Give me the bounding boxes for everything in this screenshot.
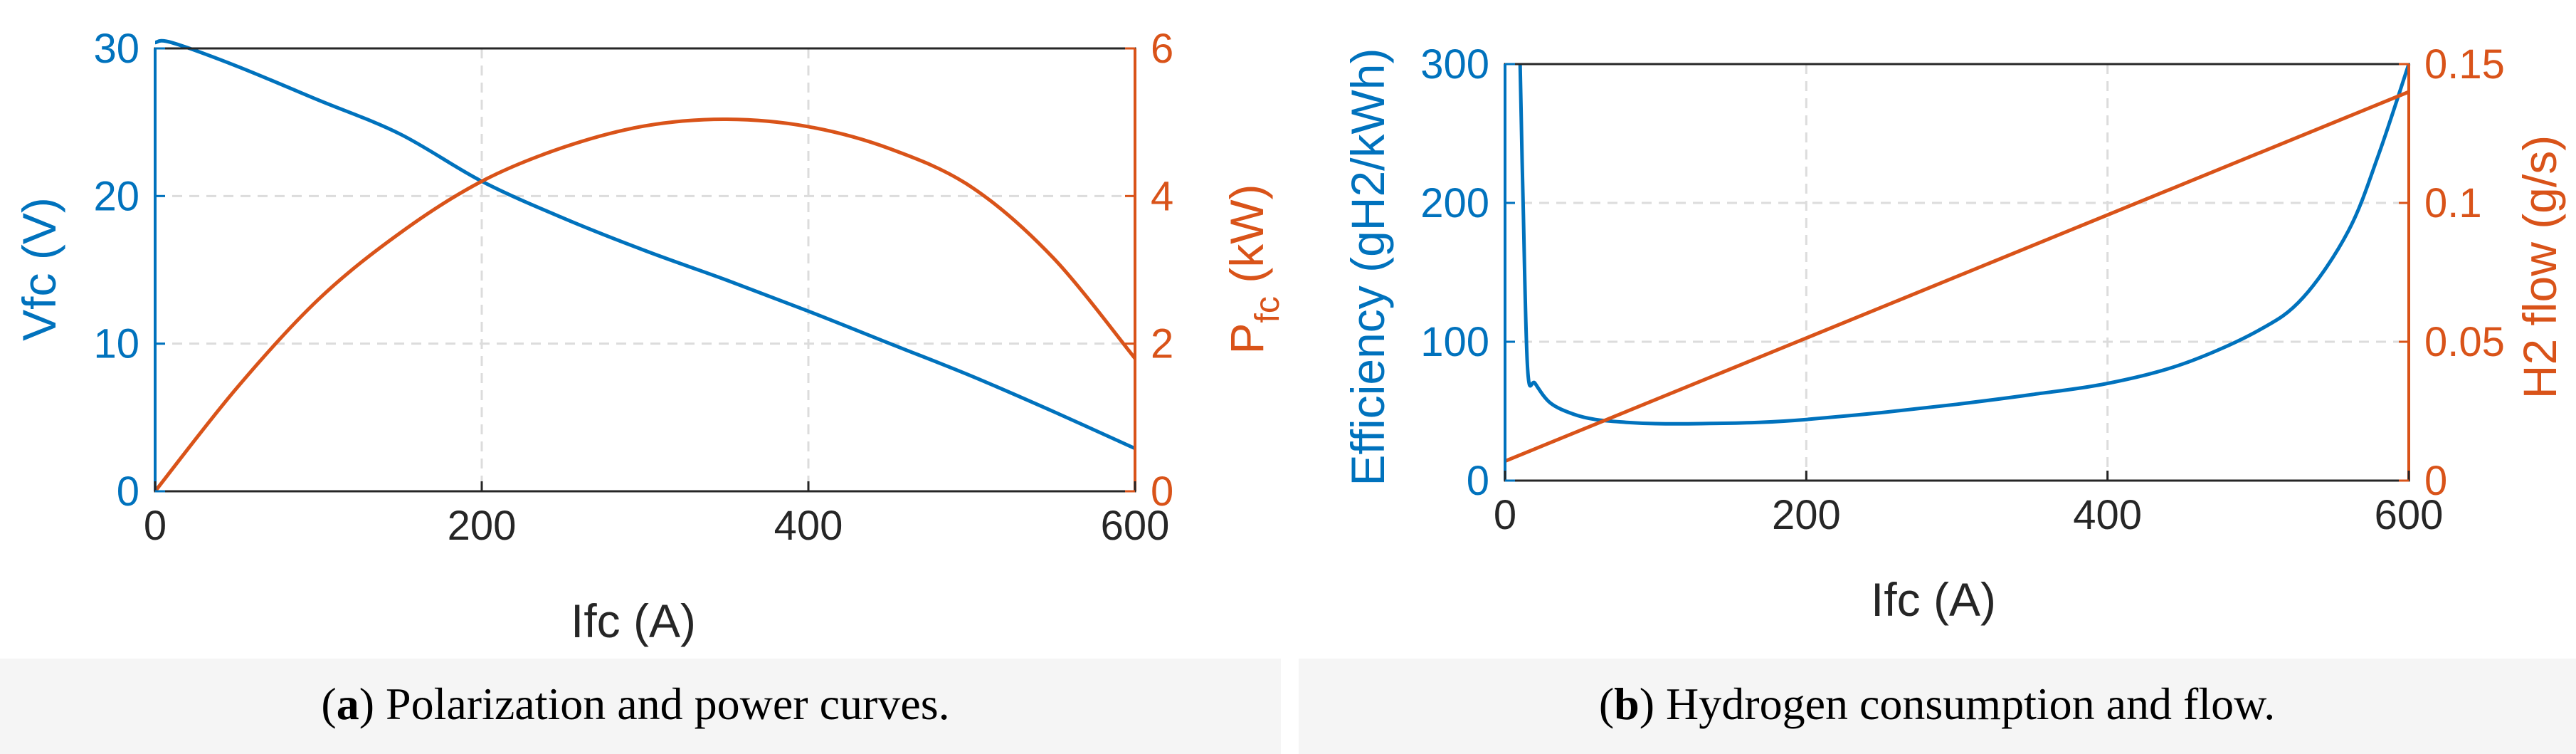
chart-b-series-efficiency [1518,63,2411,426]
chart-a-xtick-label: 600 [1101,503,1170,549]
caption-b-background [1299,659,2576,754]
chart-a-ytick-left-label: 30 [93,26,139,72]
chart-a-series-pfc [154,117,1136,493]
chart-b-ytick-right-label: 0 [2424,458,2447,504]
chart-a-ylabel-right-main: P [1220,323,1273,354]
chart-a-ytick-right-label: 2 [1151,321,1173,367]
chart-a-ytick-right-label: 4 [1151,173,1173,219]
chart-a-ytick-right-label: 0 [1151,468,1173,515]
chart-b-xtick-label: 400 [2073,492,2142,538]
chart-b-ylabel-right: H2 flow (g/s) [2513,135,2566,399]
caption-a-close: ) [359,679,374,729]
caption-a: (a) Polarization and power curves. [321,679,949,729]
chart-a-series-vfc [154,38,1136,451]
chart-a-xtick-label: 200 [448,503,517,549]
caption-a-background [0,659,1281,754]
chart-b-ytick-right-label: 0.05 [2424,319,2505,365]
chart-b-ytick-left-label: 200 [1420,180,1489,226]
chart-a-xtick-label: 0 [144,503,167,549]
chart-b-ytick-right-label: 0.1 [2424,180,2482,226]
chart-b-ytick-left-label: 100 [1420,319,1489,365]
chart-b-ytick-right-label: 0.15 [2424,41,2505,88]
chart-b-series [1504,63,2411,464]
chart-a-ylabel-right-unit: (kW) [1220,184,1273,297]
caption-b-open: ( [1599,679,1614,729]
chart-b-xtick-label: 600 [2375,492,2444,538]
chart-b-xlabel: Ifc (A) [1871,573,1996,626]
caption-a-letter: a [337,679,359,729]
chart-a-xtick-label: 400 [774,503,843,549]
caption-b-close: ) [1640,679,1654,729]
chart-a-ylabel-right: Pfc (kW) [1220,184,1287,355]
caption-b-letter: b [1614,679,1640,729]
chart-a-frame [154,47,1136,493]
chart-a-ytick-left-label: 20 [93,173,139,219]
chart-b-frame [1504,63,2410,482]
caption-b: (b) Hydrogen consumption and flow. [1599,679,2275,729]
chart-a-xlabel: Ifc (A) [571,595,696,647]
caption-a-open: ( [321,679,336,729]
caption-a-text: Polarization and power curves. [374,679,950,729]
chart-b-ylabel-left: Efficiency (gH2/kWh) [1341,48,1394,486]
chart-b-xtick-label: 0 [1494,492,1516,538]
caption-b-text: Hydrogen consumption and flow. [1654,679,2275,729]
chart-a-ylabel-left: Vfc (V) [13,197,65,341]
chart-b-series-h2-flow [1504,90,2409,464]
chart-a-ytick-right-label: 6 [1151,26,1173,72]
chart-a-series [154,38,1136,493]
chart-a-ytick-left-label: 10 [93,321,139,367]
chart-a-grid [155,48,1135,491]
chart-a-ylabel-right-sub: fc [1249,296,1287,323]
chart-b-ytick-left-label: 0 [1467,458,1489,504]
chart-a-ytick-left-label: 0 [117,468,139,515]
chart-b-grid [1505,64,2409,481]
chart-b-xtick-label: 200 [1772,492,1841,538]
chart-b-ytick-left-label: 300 [1420,41,1489,88]
